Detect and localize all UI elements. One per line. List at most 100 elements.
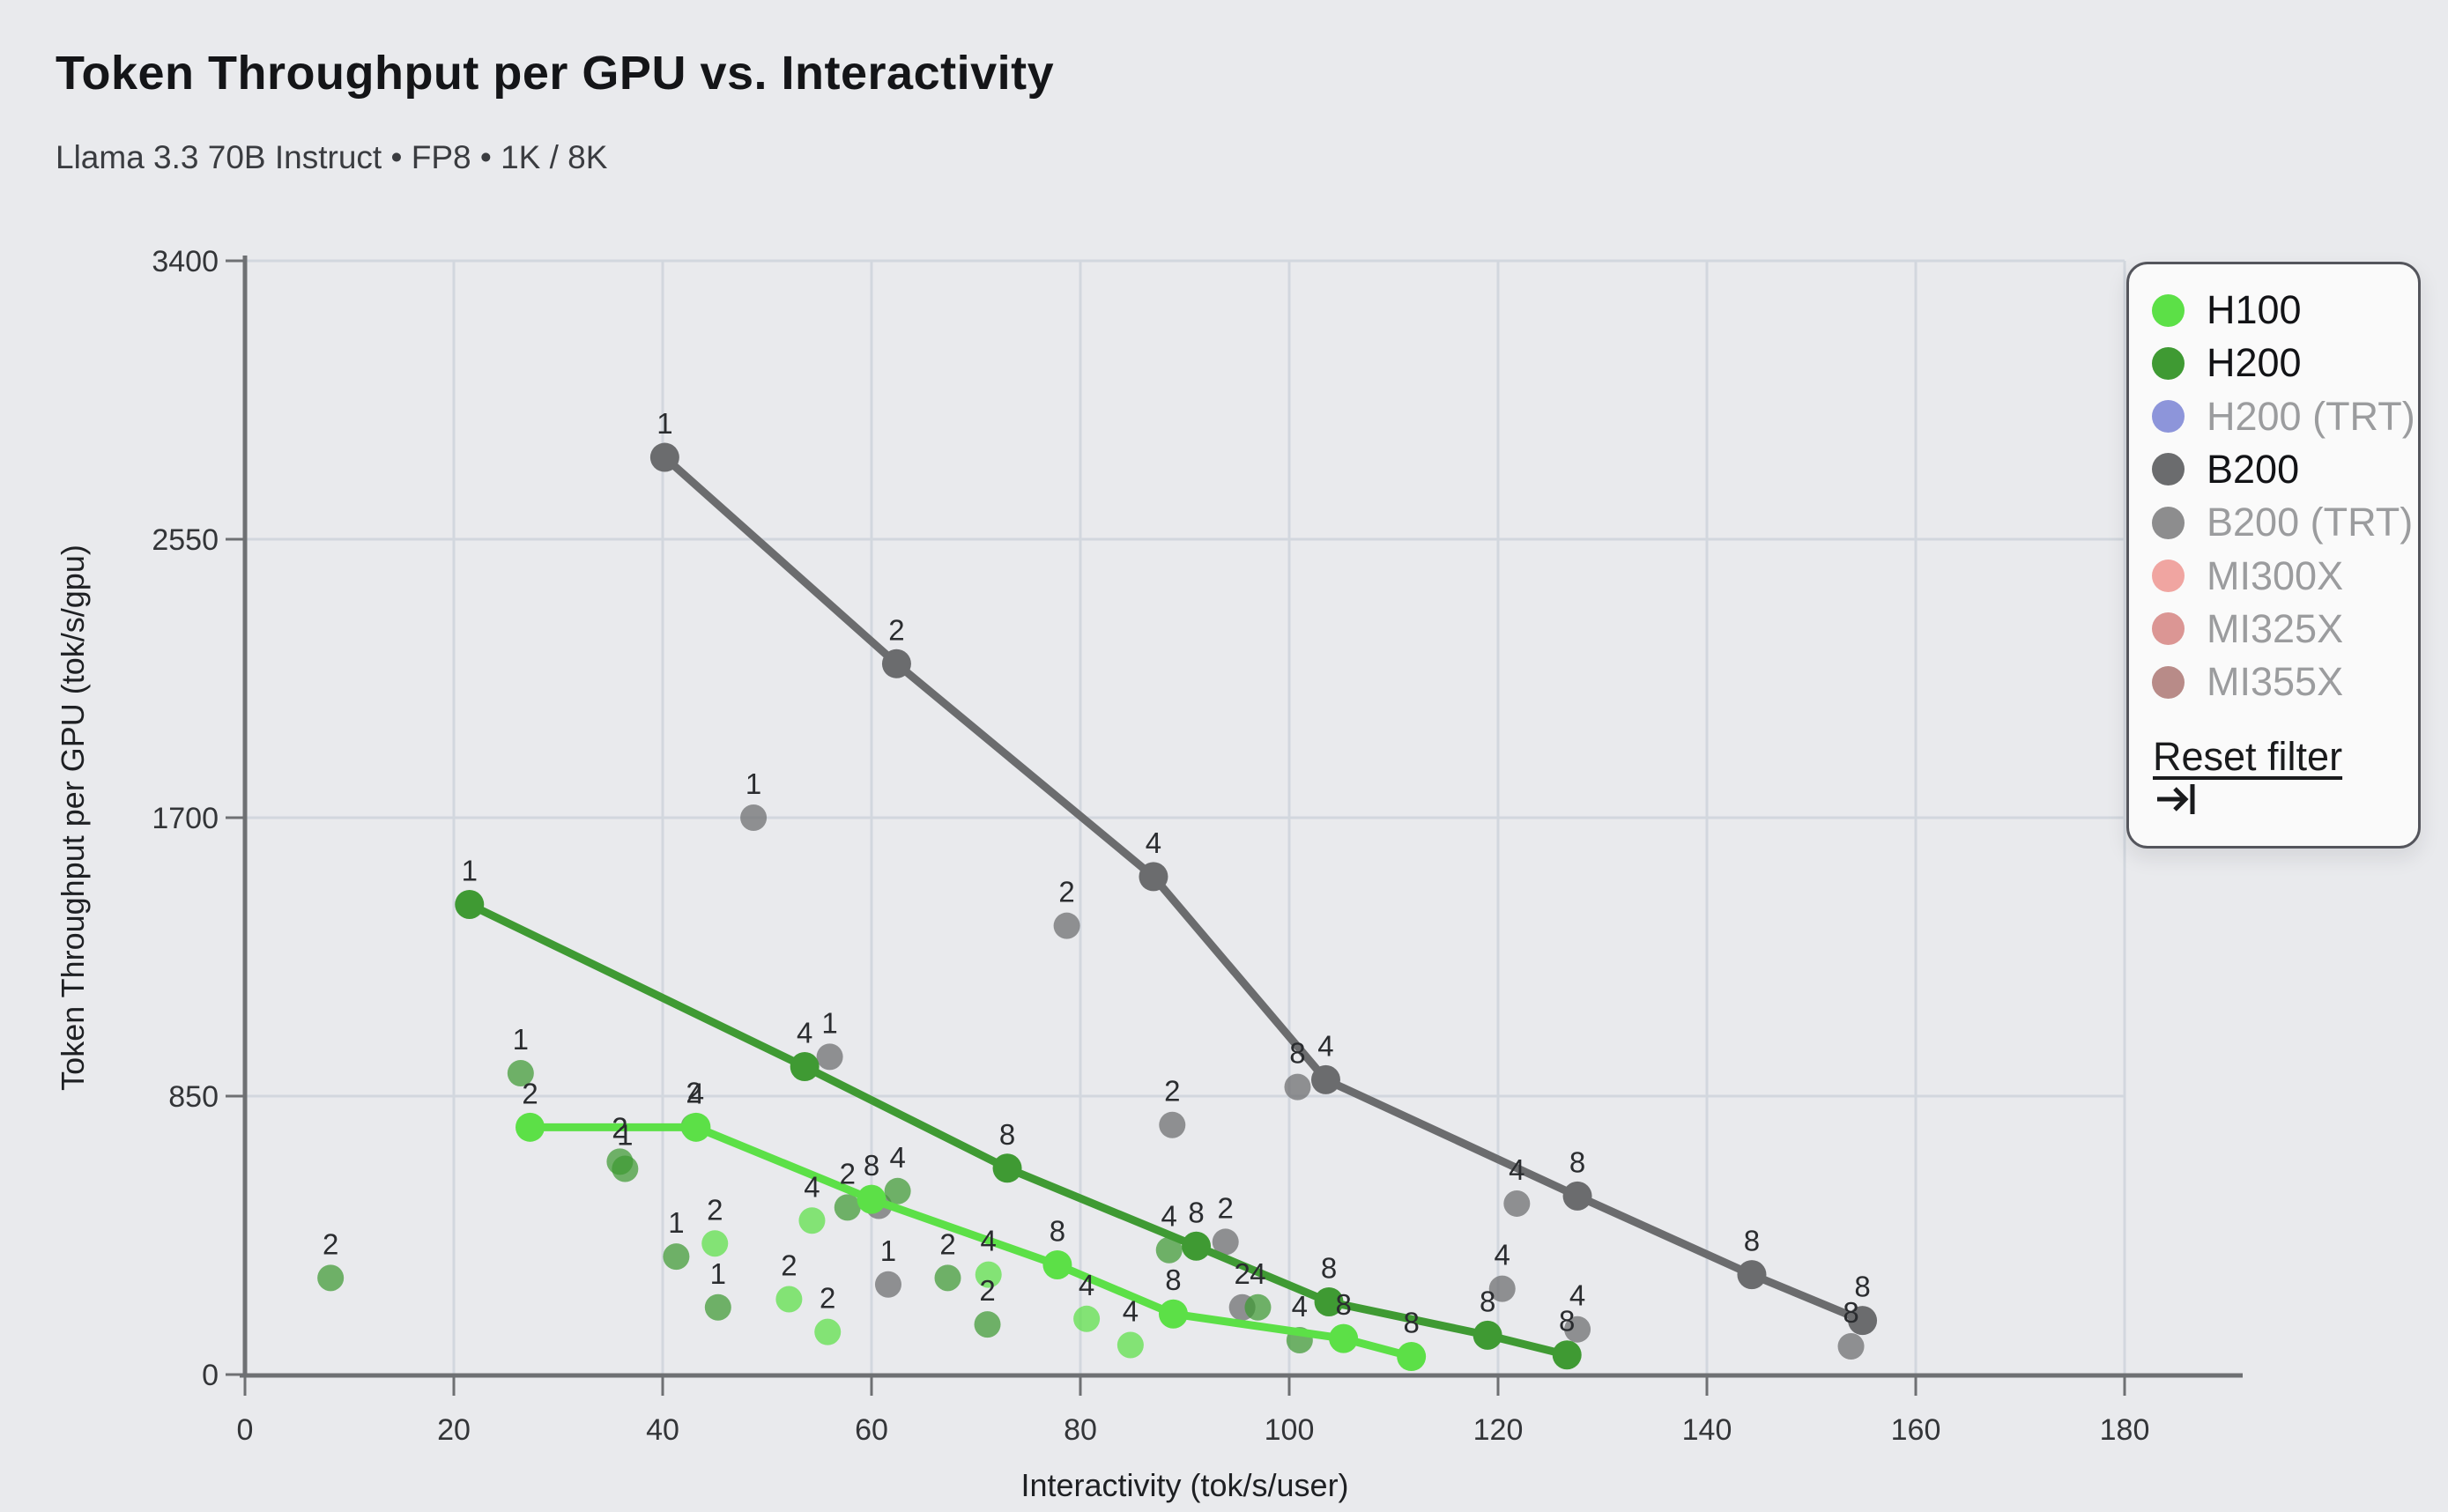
line-point-h200 xyxy=(455,890,485,920)
point-label: 1 xyxy=(746,767,761,800)
point-label: 8 xyxy=(1321,1251,1337,1284)
y-tick-label: 0 xyxy=(202,1359,219,1392)
data-point-h100 xyxy=(1073,1305,1101,1332)
data-point-b200 xyxy=(1837,1333,1865,1360)
line-point-h100 xyxy=(857,1184,886,1214)
legend-label-h200-trt: H200 (TRT) xyxy=(2207,393,2415,439)
point-label: 8 xyxy=(1480,1285,1495,1317)
point-label: 2 xyxy=(781,1249,797,1281)
data-point-h100 xyxy=(975,1261,1002,1288)
line-point-b200 xyxy=(1848,1306,1878,1336)
point-label: 4 xyxy=(1317,1029,1333,1062)
point-label: 2 xyxy=(1234,1257,1250,1290)
x-tick-label: 160 xyxy=(1891,1413,1941,1447)
x-axis-label: Interactivity (tok/s/user) xyxy=(1020,1467,1348,1503)
legend-swatch-h200-trt xyxy=(2152,400,2185,434)
point-label: 4 xyxy=(981,1225,997,1257)
point-label: 8 xyxy=(1165,1264,1181,1296)
legend-swatch-b200-trt xyxy=(2152,506,2185,539)
legend-label-mi325x: MI325X xyxy=(2207,605,2344,651)
point-label: 1 xyxy=(617,1119,633,1152)
point-label: 2 xyxy=(686,1077,701,1109)
point-label: 2 xyxy=(1058,876,1074,908)
y-tick-label: 850 xyxy=(168,1080,219,1114)
data-point-b200 xyxy=(1284,1073,1311,1101)
line-point-b200 xyxy=(1737,1260,1767,1290)
point-label: 2 xyxy=(522,1077,538,1109)
x-tick-label: 100 xyxy=(1265,1413,1315,1447)
point-label: 8 xyxy=(1569,1145,1585,1178)
line-point-h100 xyxy=(1042,1249,1072,1279)
point-label: 4 xyxy=(1509,1153,1524,1186)
point-label: 1 xyxy=(710,1257,726,1290)
legend-item-h100[interactable]: H100 xyxy=(2152,284,2302,337)
reset-filter-link[interactable]: Reset filter xyxy=(2153,734,2343,779)
point-label: 2 xyxy=(1164,1075,1180,1108)
legend-label-b200-trt: B200 (TRT) xyxy=(2207,500,2414,545)
line-point-h200 xyxy=(790,1052,820,1082)
point-label: 4 xyxy=(1495,1239,1510,1271)
point-label: 8 xyxy=(1335,1288,1351,1321)
data-point-b200 xyxy=(1503,1190,1531,1217)
point-label: 1 xyxy=(513,1023,529,1056)
point-label: 2 xyxy=(1218,1191,1234,1224)
point-label: 1 xyxy=(657,407,672,440)
point-label: 8 xyxy=(1744,1225,1760,1257)
x-tick-label: 120 xyxy=(1473,1413,1524,1447)
legend-item-h200[interactable]: H200 xyxy=(2152,337,2302,389)
legend-item-h200-trt[interactable]: H200 (TRT) xyxy=(2152,390,2415,443)
legend-item-b200-trt[interactable]: B200 (TRT) xyxy=(2152,496,2413,549)
line-point-h200 xyxy=(1182,1231,1212,1261)
point-label: 2 xyxy=(820,1282,835,1315)
point-label: 8 xyxy=(1403,1307,1419,1339)
point-label: 8 xyxy=(1289,1037,1305,1070)
data-point-b200 xyxy=(874,1271,901,1298)
x-tick-label: 20 xyxy=(437,1413,471,1447)
point-label: 1 xyxy=(668,1206,684,1239)
legend-label-mi355x: MI355X xyxy=(2207,659,2344,705)
x-tick-label: 80 xyxy=(1064,1413,1097,1447)
point-label: 2 xyxy=(707,1193,723,1226)
legend-swatch-h200 xyxy=(2152,346,2185,380)
page-subtitle: Llama 3.3 70B Instruct • FP8 • 1K / 8K xyxy=(56,139,608,175)
legend-swatch-h100 xyxy=(2152,293,2185,327)
data-point-b200 xyxy=(1212,1228,1239,1256)
legend-item-mi355x[interactable]: MI355X xyxy=(2152,656,2343,708)
point-label: 1 xyxy=(462,855,478,887)
legend-label-b200: B200 xyxy=(2207,446,2300,492)
point-label: 4 xyxy=(1250,1257,1265,1290)
data-point-h100 xyxy=(1116,1331,1144,1359)
point-label: 2 xyxy=(939,1227,955,1260)
legend-item-mi325x[interactable]: MI325X xyxy=(2152,603,2343,656)
point-label: 4 xyxy=(1161,1200,1177,1233)
data-point-h100 xyxy=(798,1207,826,1234)
point-label: 8 xyxy=(1050,1214,1065,1247)
data-point-h200 xyxy=(507,1059,534,1086)
data-point-h200 xyxy=(317,1264,345,1292)
point-label: 8 xyxy=(864,1149,879,1182)
data-point-b200 xyxy=(1488,1275,1516,1302)
line-point-h100 xyxy=(516,1112,545,1142)
data-point-h200 xyxy=(974,1311,1001,1338)
point-label: 4 xyxy=(688,1077,704,1109)
data-point-b200 xyxy=(1053,912,1080,939)
legend-swatch-mi355x xyxy=(2152,665,2185,699)
legend-item-mi300x[interactable]: MI300X xyxy=(2152,550,2343,603)
point-label: 4 xyxy=(804,1170,820,1203)
line-point-h200 xyxy=(1473,1320,1502,1350)
y-tick-label: 3400 xyxy=(152,245,219,278)
data-point-h200 xyxy=(1155,1236,1183,1264)
line-point-h200 xyxy=(1314,1286,1344,1316)
data-point-h100 xyxy=(775,1286,803,1313)
point-label: 2 xyxy=(888,613,904,646)
point-label: 4 xyxy=(1123,1295,1139,1328)
x-tick-label: 0 xyxy=(237,1413,254,1447)
legend-item-b200[interactable]: B200 xyxy=(2152,443,2299,496)
line-point-b200 xyxy=(1310,1064,1340,1094)
line-point-h200 xyxy=(1552,1340,1582,1370)
data-point-h100 xyxy=(701,1230,729,1257)
line-point-b200 xyxy=(1562,1181,1592,1211)
collapse-legend-icon[interactable] xyxy=(2153,780,2200,819)
legend-panel: H100 H200 H200 (TRT) B200 B200 (TRT) MI300X MI… xyxy=(2126,262,2421,849)
data-point-h100 xyxy=(814,1318,842,1345)
